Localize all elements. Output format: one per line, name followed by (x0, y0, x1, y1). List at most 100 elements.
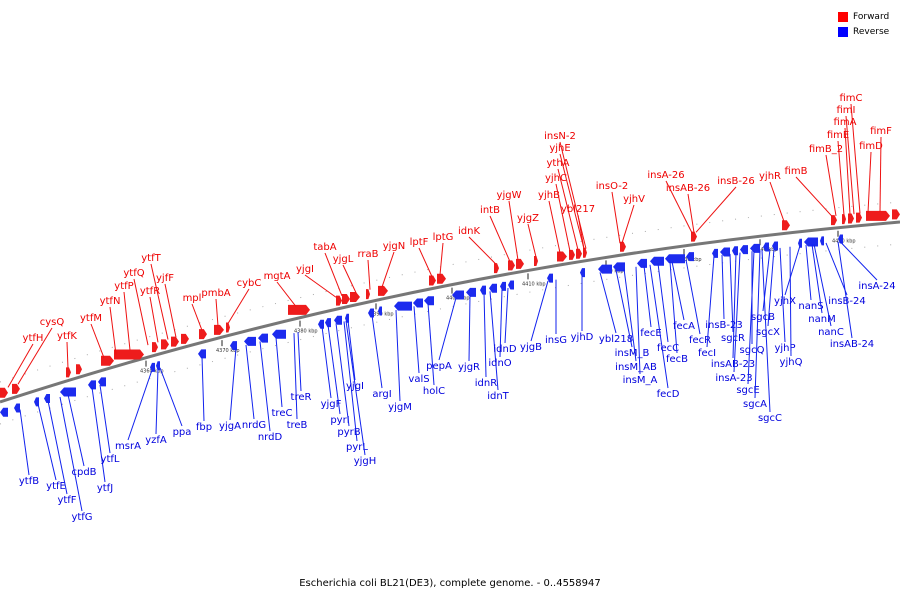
reverse-gene (637, 258, 647, 268)
leader-line (468, 236, 497, 265)
reverse-gene (598, 264, 612, 274)
legend-forward-label: Forward (853, 11, 890, 22)
leader-line (844, 127, 851, 215)
gene-label: ytfH (23, 333, 44, 344)
gene-label: ytfJ (97, 483, 113, 494)
leader-line (275, 337, 283, 408)
leader-line (530, 280, 549, 342)
gene-label: yjgW (497, 190, 522, 201)
forward-gene (152, 342, 158, 353)
gene-label: ybl218 (599, 334, 633, 345)
gene-label: insA-26 (647, 170, 684, 181)
reverse-gene (547, 273, 553, 283)
leader-line (127, 369, 153, 441)
forward-gene (782, 220, 790, 231)
forward-gene (336, 295, 342, 306)
reverse-gene (334, 315, 342, 325)
reverse-gene (378, 306, 382, 316)
gene-label: ppa (173, 427, 192, 438)
reverse-gene (772, 241, 778, 251)
gene-label: nrdG (242, 420, 266, 431)
leader-line (527, 223, 537, 258)
reverse-gene (368, 308, 374, 318)
leader-line (779, 247, 786, 343)
gene-label: ytfB (19, 476, 39, 487)
gene-label: holC (423, 386, 445, 397)
forward-gene (199, 329, 207, 340)
gene-label: yjgI (346, 381, 364, 392)
forward-gene (620, 241, 626, 252)
leader-line (706, 255, 715, 348)
leader-line (293, 333, 298, 420)
leader-line (762, 249, 771, 312)
gene-label: yjgZ (517, 213, 539, 224)
leader-line (489, 215, 511, 262)
gene-label: ybl217 (561, 204, 595, 215)
leader-line (259, 341, 271, 432)
gene-label: fimA (834, 117, 857, 128)
reverse-track (0, 243, 900, 425)
reverse-gene (452, 290, 464, 300)
gene-label: idnT (487, 391, 509, 402)
forward-gene (831, 215, 837, 226)
leader-line (347, 320, 356, 381)
leader-line (559, 141, 587, 249)
reverse-gene (732, 246, 738, 256)
leader-line (850, 103, 861, 214)
gene-label: insB-23 (705, 320, 743, 331)
leader-line (371, 315, 383, 389)
forward-gene (534, 256, 538, 267)
leader-line (343, 321, 358, 442)
leader-line (615, 269, 633, 348)
leader-line (304, 274, 337, 298)
gene-label: insAB-26 (666, 183, 710, 194)
gene-label: pepA (426, 361, 452, 372)
leader-line (621, 204, 635, 244)
gene-label: fimD (859, 141, 883, 152)
gene-label: fecA (673, 321, 695, 332)
gene-label: ytfK (57, 331, 77, 342)
gene-label: fimC (839, 93, 862, 104)
leader-line (91, 387, 106, 483)
reverse-gene (14, 403, 20, 413)
gene-label: cybC (237, 278, 262, 289)
leader-line (413, 306, 420, 374)
gene-label: treC (272, 408, 293, 419)
leader-line (59, 396, 83, 512)
forward-swatch (838, 11, 848, 22)
leader-line (164, 283, 177, 338)
forward-gene (378, 285, 388, 296)
leader-line (19, 409, 30, 476)
leader-line (133, 278, 149, 346)
gene-label: yjgA (219, 421, 241, 432)
gene-label: argI (372, 389, 391, 400)
reverse-gene (394, 301, 412, 311)
leader-line (229, 347, 237, 421)
leader-line (599, 272, 617, 334)
leader-line (687, 193, 695, 233)
leader-line (201, 356, 205, 422)
gene-label: ytfG (71, 512, 92, 523)
leader-line (747, 250, 755, 385)
gene-label: yjgR (458, 362, 480, 373)
reverse-gene (720, 247, 730, 257)
gene-label: yjhX (774, 296, 796, 307)
reverse-gene (798, 238, 802, 248)
forward-gene (101, 355, 114, 366)
gene-label: insA-24 (858, 281, 895, 292)
leader-line (867, 151, 872, 213)
gene-label: sgcC (758, 413, 782, 424)
leader-line (489, 291, 499, 391)
leader-line (227, 288, 250, 324)
leader-line (732, 253, 737, 359)
gene-label: insA-23 (715, 373, 752, 384)
gene-label: yjgN (383, 241, 406, 252)
gene-label: treR (291, 392, 312, 403)
gene-label: fimB_2 (809, 144, 843, 155)
gene-label: ytfT (141, 253, 161, 264)
leader-line (813, 244, 832, 327)
reverse-gene (150, 362, 155, 372)
reverse-gene (489, 283, 497, 293)
leader-line (499, 289, 503, 358)
leader-line (669, 261, 678, 354)
